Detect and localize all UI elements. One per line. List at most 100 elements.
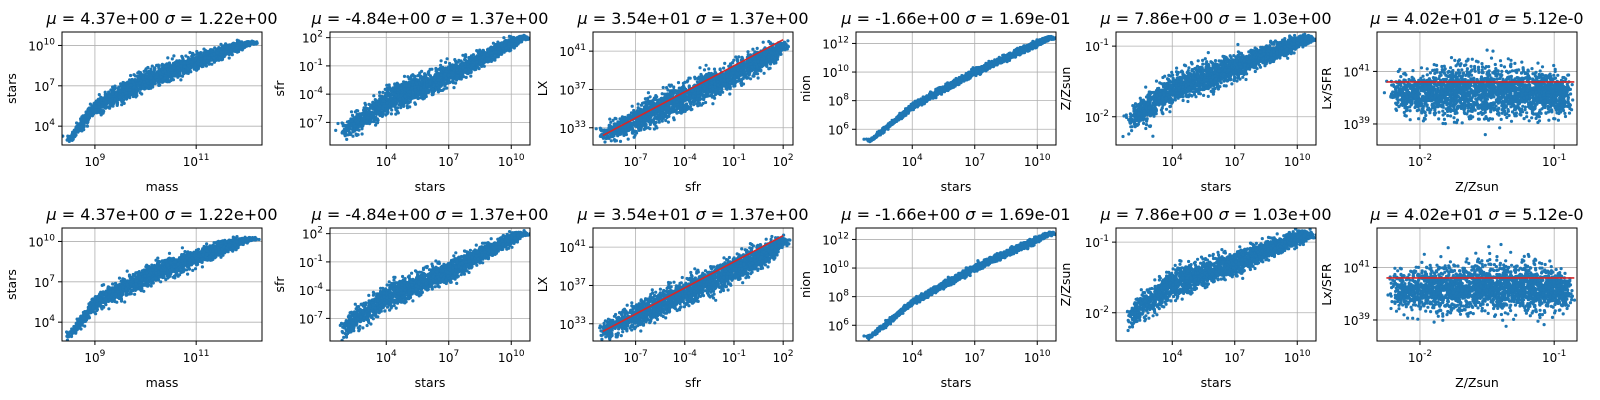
scatter-point — [226, 250, 230, 254]
scatter-point — [94, 105, 98, 109]
scatter-point — [196, 259, 200, 263]
x-tick-label: 1011 — [183, 349, 210, 365]
scatter-point — [125, 282, 129, 286]
scatter-point — [130, 275, 134, 279]
scatter-point — [237, 39, 241, 43]
scatter-point — [199, 57, 203, 61]
scatter-point — [113, 97, 117, 102]
scatter-point — [159, 75, 163, 79]
scatter-point — [211, 249, 215, 253]
scatter-point — [230, 51, 234, 55]
scatter-point — [104, 100, 108, 104]
scatter-point — [100, 105, 104, 109]
scatter-point — [133, 292, 137, 296]
scatter-point — [170, 68, 174, 72]
scatter-point — [200, 260, 204, 264]
scatter-point — [180, 259, 184, 263]
scatter-point — [124, 291, 128, 295]
scatter-point — [202, 60, 206, 64]
scatter-point — [176, 62, 180, 66]
scatter-point — [132, 85, 136, 89]
scatter-point — [183, 65, 187, 69]
scatter-point — [122, 85, 126, 89]
scatter-point — [79, 117, 83, 121]
scatter-point — [145, 271, 149, 275]
scatter-point — [94, 110, 98, 114]
scatter-point — [103, 297, 108, 301]
scatter-point — [154, 271, 158, 275]
scatter-point — [207, 56, 211, 60]
scatter-point — [87, 106, 91, 110]
scatter-point — [147, 70, 152, 74]
scatter-point — [118, 89, 122, 93]
scatter-point — [180, 253, 184, 257]
scatter-point — [170, 267, 174, 271]
scatter-point — [188, 259, 192, 263]
scatter-point — [151, 277, 155, 281]
scatter-point — [123, 278, 127, 282]
scatter-point — [94, 312, 98, 316]
scatter-point — [157, 259, 161, 263]
scatter-point — [190, 256, 194, 260]
scatter-point — [78, 125, 83, 129]
scatter-point — [150, 83, 154, 87]
scatter-point — [91, 306, 95, 310]
scatter-point — [205, 252, 209, 257]
y-tick-label: 1010 — [28, 37, 55, 53]
scatter-point — [134, 279, 138, 283]
scatter-point — [140, 92, 144, 96]
scatter-point — [103, 90, 107, 94]
scatter-point — [191, 268, 195, 272]
scatter-point — [205, 249, 209, 253]
scatter-point — [95, 307, 99, 311]
scatter-point — [149, 86, 153, 90]
scatter-point — [212, 52, 216, 56]
scatter-point — [186, 61, 190, 65]
y-tick-label: 107 — [34, 274, 55, 290]
scatter-point — [173, 60, 178, 64]
scatter-point — [154, 268, 158, 273]
scatter-point — [190, 60, 194, 64]
scatter-point — [153, 67, 157, 71]
scatter-point — [97, 304, 102, 308]
scatter-point — [244, 41, 248, 45]
scatter-point — [167, 61, 171, 65]
scatter-point — [220, 46, 224, 50]
subplot-title: μ = 4.37e+00 σ = 1.22e+00 — [45, 9, 277, 28]
x-tick-label: 1011 — [183, 153, 210, 169]
scatter-point — [138, 275, 142, 279]
scatter-point — [120, 290, 124, 295]
scatter-point — [145, 284, 149, 288]
scatter-point — [200, 257, 204, 261]
scatter-point — [65, 330, 69, 334]
scatter-point — [135, 287, 139, 291]
scatter-point — [143, 274, 147, 278]
scatter-point — [181, 268, 185, 272]
scatter-point — [171, 73, 175, 77]
scatter-points — [334, 33, 530, 141]
scatter-point — [181, 256, 185, 260]
scatter-point — [169, 272, 173, 276]
scatter-point — [100, 96, 104, 100]
scatter-point — [116, 87, 120, 91]
scatter-point — [133, 74, 137, 78]
scatter-point — [86, 111, 90, 115]
scatter-point — [154, 258, 158, 262]
scatter-point — [143, 279, 147, 283]
scatter-point — [80, 321, 84, 325]
scatter-point — [254, 237, 258, 241]
scatter-point — [97, 294, 101, 298]
scatter-point — [172, 260, 177, 264]
scatter-point — [163, 268, 167, 272]
scatter-point — [186, 71, 190, 75]
scatter-point — [130, 91, 134, 95]
y-tick-label: 1010 — [28, 233, 55, 249]
scatter-point — [156, 63, 160, 67]
scatter-point — [155, 72, 159, 77]
scatter-point — [183, 250, 187, 254]
scatter-point — [74, 321, 78, 326]
scatter-point — [81, 121, 85, 125]
